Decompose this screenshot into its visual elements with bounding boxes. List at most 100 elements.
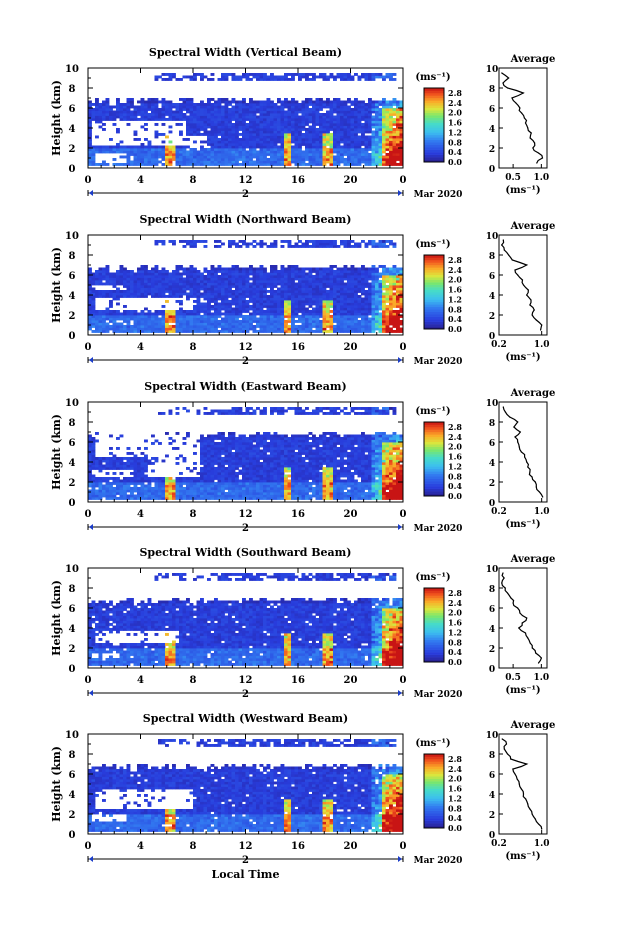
heatmap-cell xyxy=(316,143,320,146)
heatmap-cell xyxy=(134,480,138,483)
heatmap-cell xyxy=(253,305,257,308)
heatmap-cell xyxy=(372,73,376,76)
heatmap-cell xyxy=(211,278,215,281)
heatmap-cell xyxy=(274,273,278,276)
heatmap-cell xyxy=(179,268,183,271)
heatmap-cell xyxy=(354,323,358,326)
heatmap-cell xyxy=(347,310,351,313)
heatmap-cell xyxy=(165,161,169,164)
heatmap-cell xyxy=(183,148,187,151)
heatmap-cell xyxy=(393,265,397,268)
colorbar-swatch xyxy=(424,147,444,150)
heatmap-cell xyxy=(263,298,267,301)
heatmap-cell xyxy=(260,161,264,164)
heatmap-cell xyxy=(333,298,337,301)
heatmap-cell xyxy=(207,313,211,316)
heatmap-cell xyxy=(137,460,141,463)
heatmap-cell xyxy=(127,151,131,154)
heatmap-cell xyxy=(218,158,222,161)
heatmap-cell xyxy=(123,320,127,323)
heatmap-cell xyxy=(288,158,292,161)
heatmap-cell xyxy=(379,133,383,136)
heatmap-cell xyxy=(389,240,393,243)
heatmap-cell xyxy=(277,156,281,159)
heatmap-cell xyxy=(375,123,379,126)
heatmap-cell xyxy=(347,293,351,296)
heatmap-cell xyxy=(316,163,320,166)
heatmap-cell xyxy=(312,300,316,303)
heatmap-cell xyxy=(298,280,302,283)
heatmap-cell xyxy=(323,320,327,323)
heatmap-cell xyxy=(183,293,187,296)
heatmap-cell xyxy=(246,151,250,154)
heatmap-cell xyxy=(312,151,316,154)
heatmap-cell xyxy=(221,268,225,271)
heatmap-cell xyxy=(372,146,376,149)
heatmap-cell xyxy=(330,148,334,151)
heatmap-cell xyxy=(333,161,337,164)
heatmap-cell xyxy=(337,273,341,276)
heatmap-cell xyxy=(130,275,134,278)
heatmap-cell xyxy=(221,318,225,321)
heatmap-cell xyxy=(270,275,274,278)
heatmap-cell xyxy=(183,280,187,283)
heatmap-cell xyxy=(183,240,187,243)
heatmap-cell xyxy=(284,123,288,126)
heatmap-cell xyxy=(340,118,344,121)
heatmap-cell xyxy=(88,161,92,164)
heatmap-cell xyxy=(137,275,141,278)
heatmap-cell xyxy=(120,460,124,463)
heatmap-cell xyxy=(204,148,208,151)
heatmap-cell xyxy=(326,303,330,306)
heatmap-cell xyxy=(95,330,99,333)
heatmap-cell xyxy=(106,490,110,493)
heatmap-cell xyxy=(200,101,204,104)
heatmap-cell xyxy=(382,330,386,333)
heatmap-cell xyxy=(316,315,320,318)
heatmap-cell xyxy=(158,161,162,164)
heatmap-cell xyxy=(253,151,257,154)
heatmap-cell xyxy=(330,113,334,116)
heatmap-cell xyxy=(302,275,306,278)
heatmap-cell xyxy=(358,273,362,276)
heatmap-cell xyxy=(109,116,113,119)
heatmap-cell xyxy=(148,460,152,463)
heatmap-cell xyxy=(260,128,264,131)
heatmap-cell xyxy=(291,151,295,154)
heatmap-cell xyxy=(116,111,120,114)
heatmap-cell xyxy=(214,133,218,136)
heatmap-cell xyxy=(144,158,148,161)
heatmap-cell xyxy=(340,280,344,283)
heatmap-cell xyxy=(288,243,292,246)
heatmap-cell xyxy=(389,101,393,104)
heatmap-cell xyxy=(386,138,390,141)
heatmap-cell xyxy=(284,325,288,328)
heatmap-cell xyxy=(337,106,341,109)
heatmap-cell xyxy=(123,285,127,288)
heatmap-cell xyxy=(344,240,348,243)
heatmap-cell xyxy=(200,141,204,144)
heatmap-cell xyxy=(396,138,400,141)
heatmap-cell xyxy=(330,106,334,109)
heatmap-cell xyxy=(141,325,145,328)
heatmap-cell xyxy=(347,151,351,154)
heatmap-cell xyxy=(340,305,344,308)
heatmap-cell xyxy=(228,280,232,283)
heatmap-cell xyxy=(358,161,362,164)
heatmap-cell xyxy=(151,268,155,271)
heatmap-cell xyxy=(351,123,355,126)
heatmap-cell xyxy=(200,323,204,326)
heatmap-cell xyxy=(120,148,124,151)
heatmap-cell xyxy=(260,143,264,146)
heatmap-cell xyxy=(295,293,299,296)
heatmap-cell xyxy=(109,482,113,485)
heatmap-cell xyxy=(256,128,260,131)
heatmap-cell xyxy=(211,161,215,164)
heatmap-cell xyxy=(106,268,110,271)
heatmap-cell xyxy=(204,328,208,331)
heatmap-cell xyxy=(232,273,236,276)
heatmap-cell xyxy=(295,151,299,154)
heatmap-cell xyxy=(211,111,215,114)
heatmap-cell xyxy=(389,121,393,124)
heatmap-cell xyxy=(284,310,288,313)
